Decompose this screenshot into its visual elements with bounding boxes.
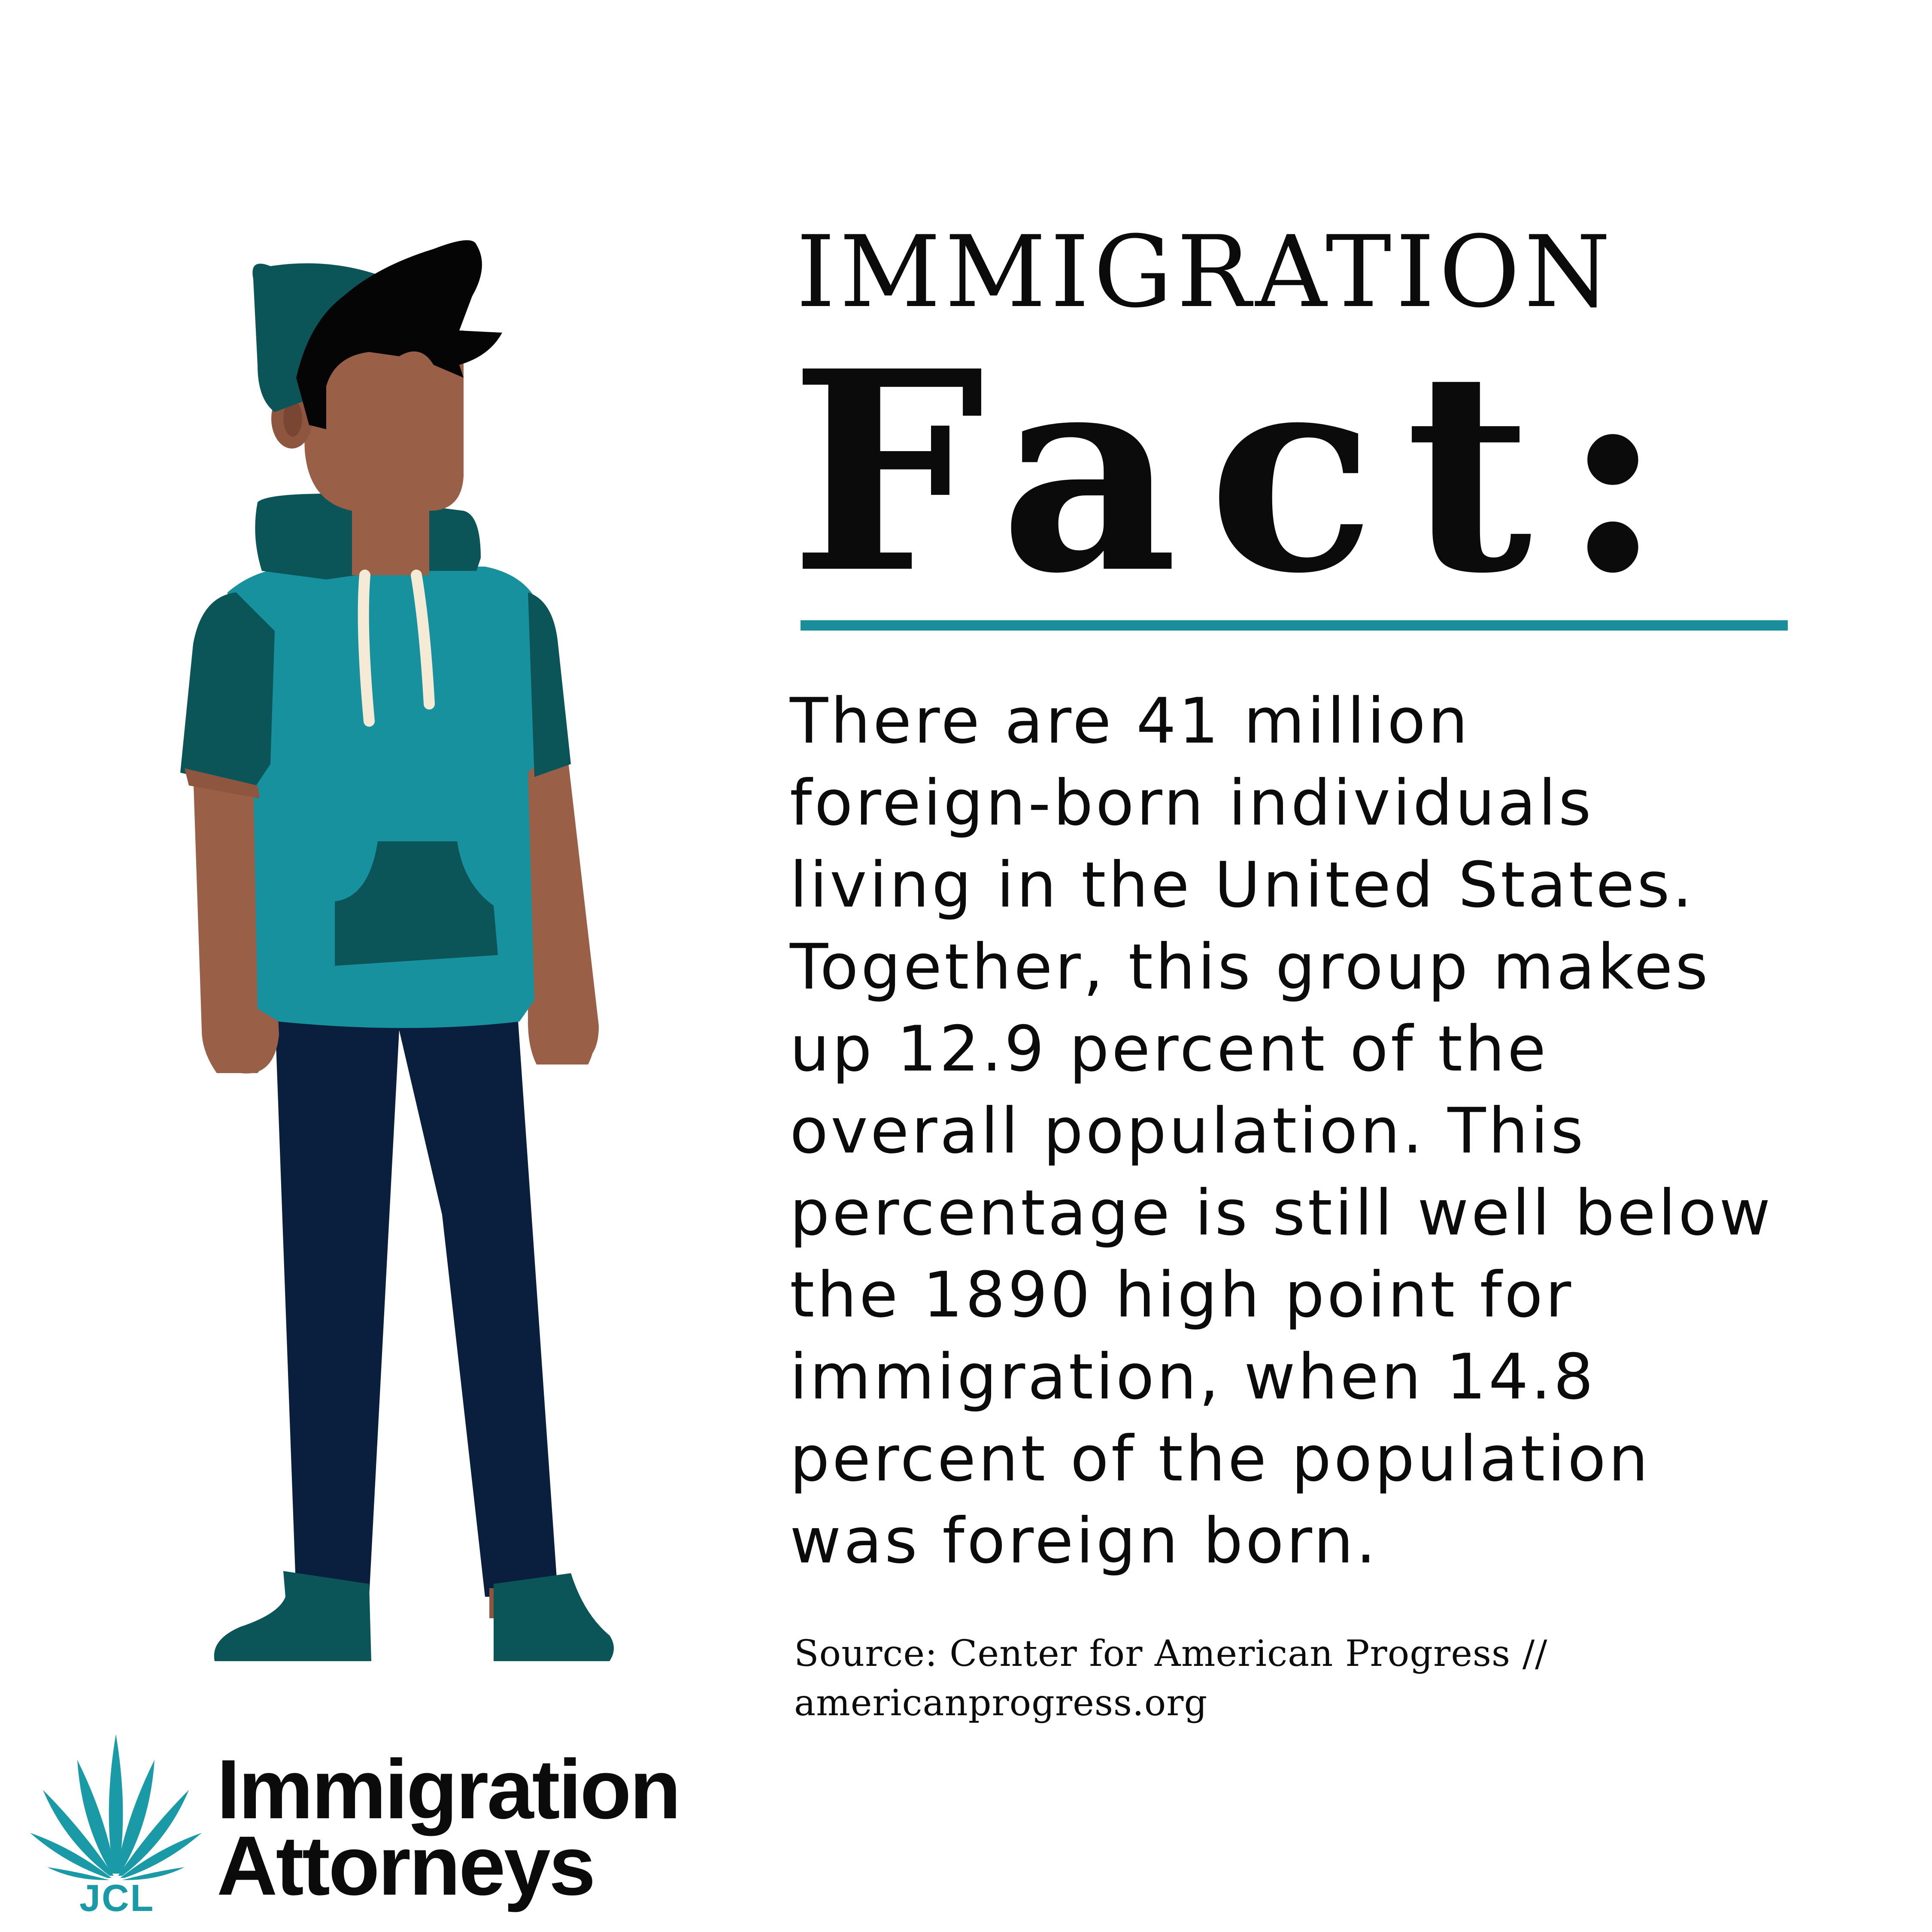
- left-shoe: [214, 1571, 371, 1661]
- heading-fact: Fact:: [790, 311, 1694, 634]
- fact-line: the 1890 high point for: [790, 1259, 1574, 1331]
- source-citation: Source: Center for American Progress // …: [794, 1629, 1547, 1728]
- heading-divider: [801, 620, 1788, 631]
- agave-logo-icon: [30, 1734, 202, 1880]
- fact-line: was foreign born.: [790, 1504, 1379, 1577]
- right-fist: [536, 1017, 594, 1065]
- fact-line: foreign-born individuals: [790, 767, 1594, 840]
- source-line: Source: Center for American Progress //: [794, 1632, 1548, 1674]
- right-arm: [528, 747, 599, 1065]
- fact-line: percentage is still well below: [790, 1177, 1773, 1250]
- fact-line: overall population. This: [790, 1095, 1586, 1168]
- drawstring-left: [358, 570, 375, 727]
- right-sleeve: [528, 592, 571, 777]
- fact-line: up 12.9 percent of the: [790, 1013, 1549, 1086]
- fact-line: Together, this group makes: [790, 931, 1711, 1004]
- head: [300, 331, 464, 511]
- source-url: americanprogress.org: [794, 1682, 1208, 1724]
- fact-line: There are 41 million: [790, 685, 1471, 758]
- pants: [275, 1009, 558, 1597]
- left-fist: [205, 1022, 273, 1073]
- left-sleeve: [180, 592, 275, 790]
- heading-immigration: IMMIGRATION: [796, 215, 1615, 330]
- fact-line: percent of the population: [790, 1422, 1651, 1495]
- logo-name-line1: Immigration: [217, 1742, 681, 1836]
- ear-inner: [283, 400, 302, 437]
- drawstring-right: [411, 570, 435, 710]
- left-sleeve-cuff: [185, 768, 260, 798]
- fact-line: immigration, when 14.8: [790, 1341, 1596, 1413]
- logo-initials: JCL: [79, 1877, 155, 1919]
- right-shoe: [494, 1573, 614, 1661]
- logo-name-line2: Attorneys: [217, 1819, 596, 1913]
- fact-line: living in the United States.: [790, 849, 1695, 922]
- fact-paragraph: There are 41 million foreign-born indivi…: [790, 680, 1863, 1582]
- logo-wordmark: Immigration Attorneys: [217, 1742, 681, 1913]
- hoodie-pocket: [335, 841, 498, 966]
- hair: [296, 240, 502, 429]
